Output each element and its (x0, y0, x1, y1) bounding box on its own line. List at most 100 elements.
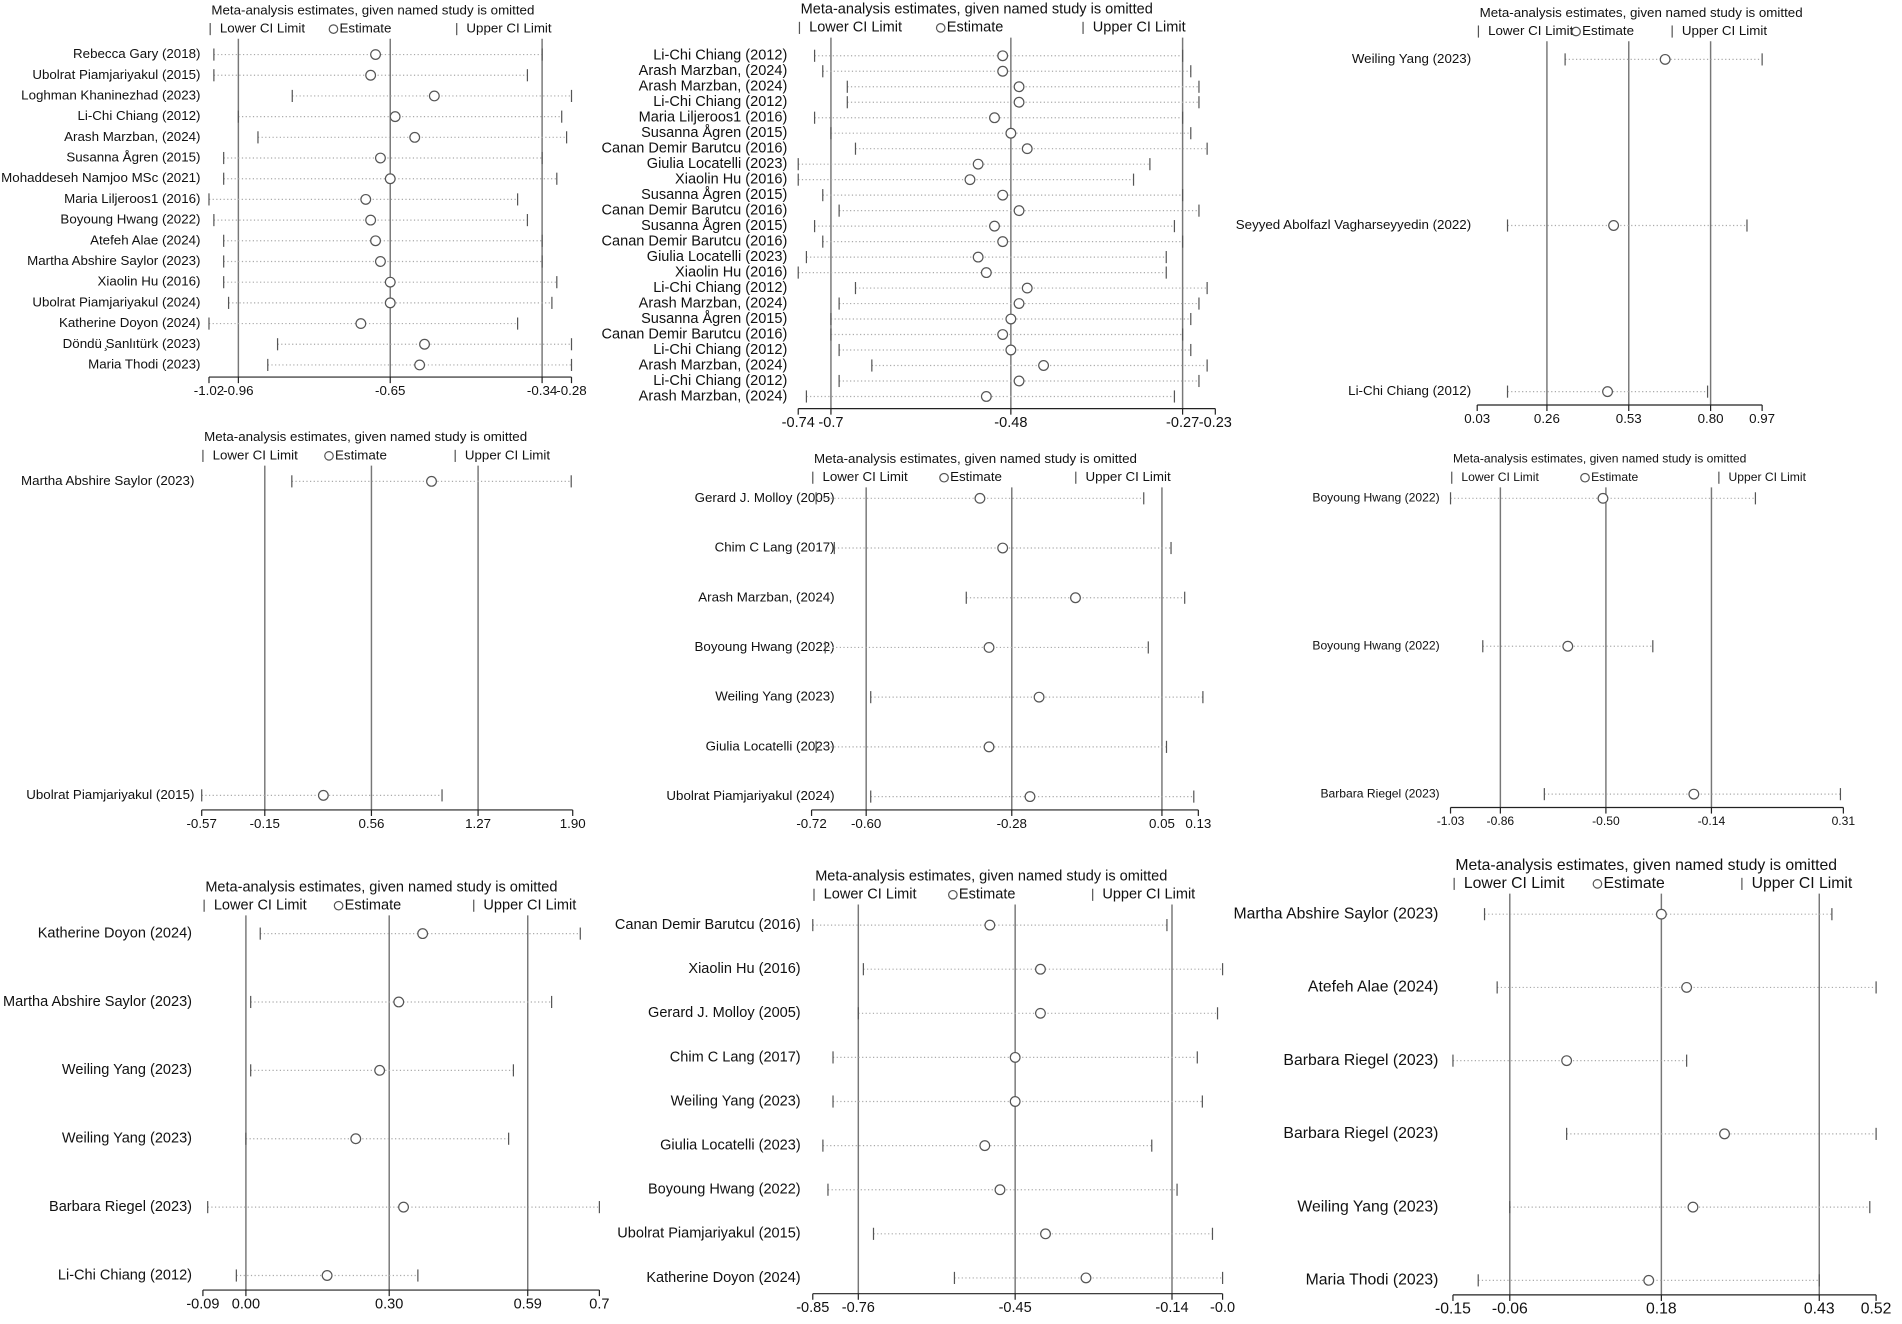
estimate (374, 256, 386, 267)
study-label: Xiaolin Hu (2016) (675, 264, 787, 280)
x-tick-label: 1.90 (560, 816, 586, 831)
x-tick-label: -0.96 (223, 383, 253, 398)
legend-label: Estimate (950, 469, 1002, 484)
chart-title: Meta-analysis estimates, given named stu… (1480, 5, 1803, 20)
x-tick-label: -0.06 (1492, 1301, 1528, 1318)
x-tick-label: 0.05 (1149, 816, 1175, 831)
study-label: Boyoung Hwang (2022) (695, 639, 835, 654)
study-label: Chim C Lang (2017) (715, 540, 835, 555)
estimate (1024, 791, 1036, 803)
estimate (1034, 963, 1046, 975)
study-label: Arash Marzban, (2024) (639, 63, 788, 79)
study-label: Li-Chi Chiang (2012) (653, 48, 787, 64)
estimate (426, 475, 437, 487)
estimate (384, 276, 396, 288)
study-label: Maria Liljeroos1 (2016) (64, 191, 200, 206)
estimate (1070, 592, 1081, 604)
x-tick-label: 0.80 (1698, 411, 1724, 426)
study-label: Xiaolin Hu (2016) (688, 961, 800, 977)
study-label: Arash Marzban, (2024) (639, 79, 788, 95)
study-label: Ubolrat Piamjariyakul (2015) (26, 787, 194, 802)
legend-symbol (328, 24, 339, 34)
estimate (365, 69, 377, 81)
study-label: Weiling Yang (2023) (1297, 1198, 1438, 1215)
estimate (974, 492, 986, 504)
study-label: Arash Marzban, (2024) (639, 295, 788, 311)
x-tick-label: -0.09 (186, 1296, 219, 1312)
estimate (1655, 908, 1667, 920)
study-label: Chim C Lang (2017) (670, 1049, 801, 1065)
x-tick-label: -0.23 (1199, 415, 1232, 431)
legend-label: Estimate (1582, 23, 1634, 38)
study-label: Boyoung Hwang (2022) (1312, 491, 1439, 505)
x-tick-label: 0.18 (1646, 1301, 1677, 1318)
study-label: Arash Marzban, (2024) (698, 589, 834, 604)
estimate (1033, 691, 1045, 703)
study-label: Boyoung Hwang (2022) (648, 1182, 801, 1198)
estimate (370, 235, 381, 247)
legend-label: Estimate (1591, 470, 1638, 484)
x-tick-label: 0.26 (1534, 411, 1560, 426)
estimate (1597, 492, 1609, 504)
study-label: Arash Marzban, (2024) (639, 388, 788, 404)
estimate (1005, 313, 1017, 325)
estimate (1013, 298, 1025, 310)
x-tick-label: -0.14 (1698, 814, 1726, 828)
study-label: Atefeh Alae (2024) (1308, 979, 1438, 996)
x-tick-label: -0.15 (250, 816, 280, 831)
x-tick-label: -1.02 (194, 383, 224, 398)
study-label: Barbara Riegel (2023) (1283, 1052, 1438, 1069)
study-label: Maria Thodi (2023) (1306, 1272, 1439, 1289)
x-tick-label: 0.56 (358, 816, 384, 831)
x-tick-label: -0.0 (1210, 1300, 1235, 1316)
x-tick-label: -0.7 (818, 415, 843, 431)
estimate (398, 1201, 409, 1213)
x-tick-label: -0.65 (375, 383, 405, 398)
study-label: Atefeh Alae (2024) (90, 232, 200, 247)
estimate (409, 131, 421, 143)
legend-label: Upper CI Limit (1729, 470, 1807, 484)
x-tick-label: -0.86 (1487, 814, 1515, 828)
estimate (1681, 981, 1693, 993)
chart-title: Meta-analysis estimates, given named stu… (204, 429, 527, 444)
legend-symbol (939, 472, 949, 483)
estimate (355, 318, 367, 330)
estimate (983, 741, 995, 753)
estimate (414, 359, 426, 371)
estimate (365, 214, 377, 226)
study-label: Li-Chi Chiang (2012) (1348, 383, 1471, 398)
legend-label: Upper CI Limit (1093, 20, 1186, 36)
study-label: Katherine Doyon (2024) (38, 925, 192, 941)
estimate (1013, 205, 1025, 217)
legend-label: Upper CI Limit (483, 898, 576, 914)
legend-label: Lower CI Limit (809, 20, 902, 36)
estimate (997, 65, 1009, 77)
study-label: Barbara Riegel (2023) (1320, 786, 1439, 800)
study-label: Boyoung Hwang (2022) (1312, 638, 1439, 652)
study-label: Giulia Locatelli (2023) (660, 1137, 801, 1153)
estimate (1040, 1228, 1051, 1240)
estimate (1021, 282, 1033, 294)
study-label: Susanna Ågren (2015) (641, 186, 787, 203)
chart-title: Meta-analysis estimates, given named stu… (211, 2, 534, 17)
study-label: Gerard J. Molloy (2005) (648, 1005, 801, 1021)
x-tick-label: -0.28 (556, 383, 586, 398)
x-tick-label: -0.60 (851, 816, 881, 831)
study-label: Maria Liljeroos1 (2016) (639, 110, 788, 126)
study-label: Giulia Locatelli (2023) (647, 156, 788, 172)
legend-symbol (333, 900, 344, 911)
chart-title: Meta-analysis estimates, given named stu… (205, 879, 557, 895)
legend-label: Upper CI Limit (465, 447, 550, 462)
x-tick-label: -0.57 (187, 816, 217, 831)
legend-label: Estimate (335, 447, 387, 462)
legend-symbol (1580, 472, 1590, 483)
estimate (997, 542, 1009, 554)
legend-label: Lower CI Limit (220, 21, 305, 36)
x-tick-label: 0.52 (1861, 1301, 1892, 1318)
legend-label: Estimate (340, 21, 392, 36)
study-label: Weiling Yang (2023) (715, 689, 834, 704)
study-label: Canan Demir Barutcu (2016) (615, 917, 801, 933)
study-label: Canan Demir Barutcu (2016) (602, 141, 788, 157)
x-tick-label: -0.15 (1435, 1301, 1471, 1318)
estimate (321, 1270, 333, 1281)
